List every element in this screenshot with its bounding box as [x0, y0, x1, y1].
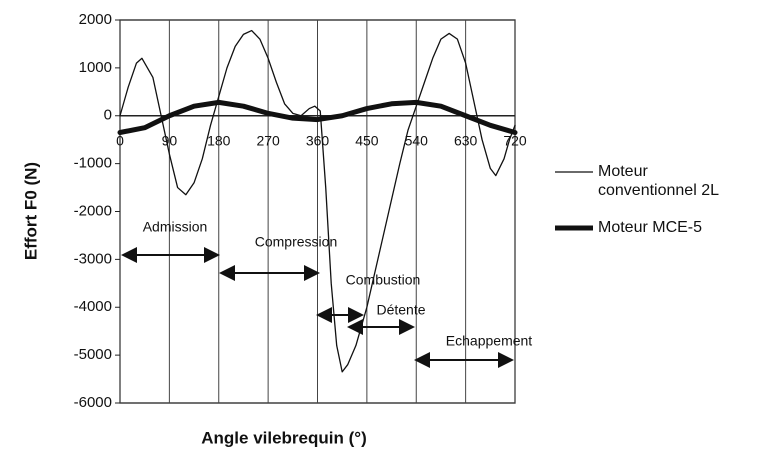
- y-tick-label: -4000: [74, 298, 112, 315]
- series-line: [119, 29, 516, 373]
- y-tick-label: 2000: [79, 11, 112, 28]
- x-tick-label: 720: [503, 132, 527, 148]
- x-tick-label: 90: [162, 132, 178, 148]
- legend-label: Moteur conventionnel 2L: [598, 163, 719, 199]
- y-tick-label: 1000: [79, 59, 112, 76]
- x-axis-label: Angle vilebrequin (°): [201, 428, 366, 447]
- annotation: Combustion: [346, 272, 421, 288]
- y-tick-label: -3000: [74, 250, 112, 267]
- y-tick-label: 0: [104, 107, 112, 124]
- series-line: [117, 99, 518, 136]
- annotation: Admission: [143, 219, 208, 235]
- annotation: Compression: [255, 234, 337, 250]
- y-tick-label: -5000: [74, 346, 112, 363]
- x-tick-label: 540: [405, 132, 429, 148]
- x-tick-label: 270: [256, 132, 280, 148]
- x-tick-label: 630: [454, 132, 478, 148]
- y-tick-label: -6000: [74, 394, 112, 411]
- annotation: Echappement: [446, 333, 533, 349]
- y-axis-label: Effort F0 (N): [21, 162, 40, 260]
- x-tick-label: 180: [207, 132, 231, 148]
- legend-label: Moteur MCE-5: [598, 219, 703, 236]
- x-tick-label: 0: [116, 132, 124, 148]
- y-tick-label: -1000: [74, 155, 112, 172]
- annotation: Détente: [376, 302, 425, 318]
- x-tick-label: 450: [355, 132, 379, 148]
- y-tick-label: -2000: [74, 202, 112, 219]
- x-tick-label: 360: [306, 132, 330, 148]
